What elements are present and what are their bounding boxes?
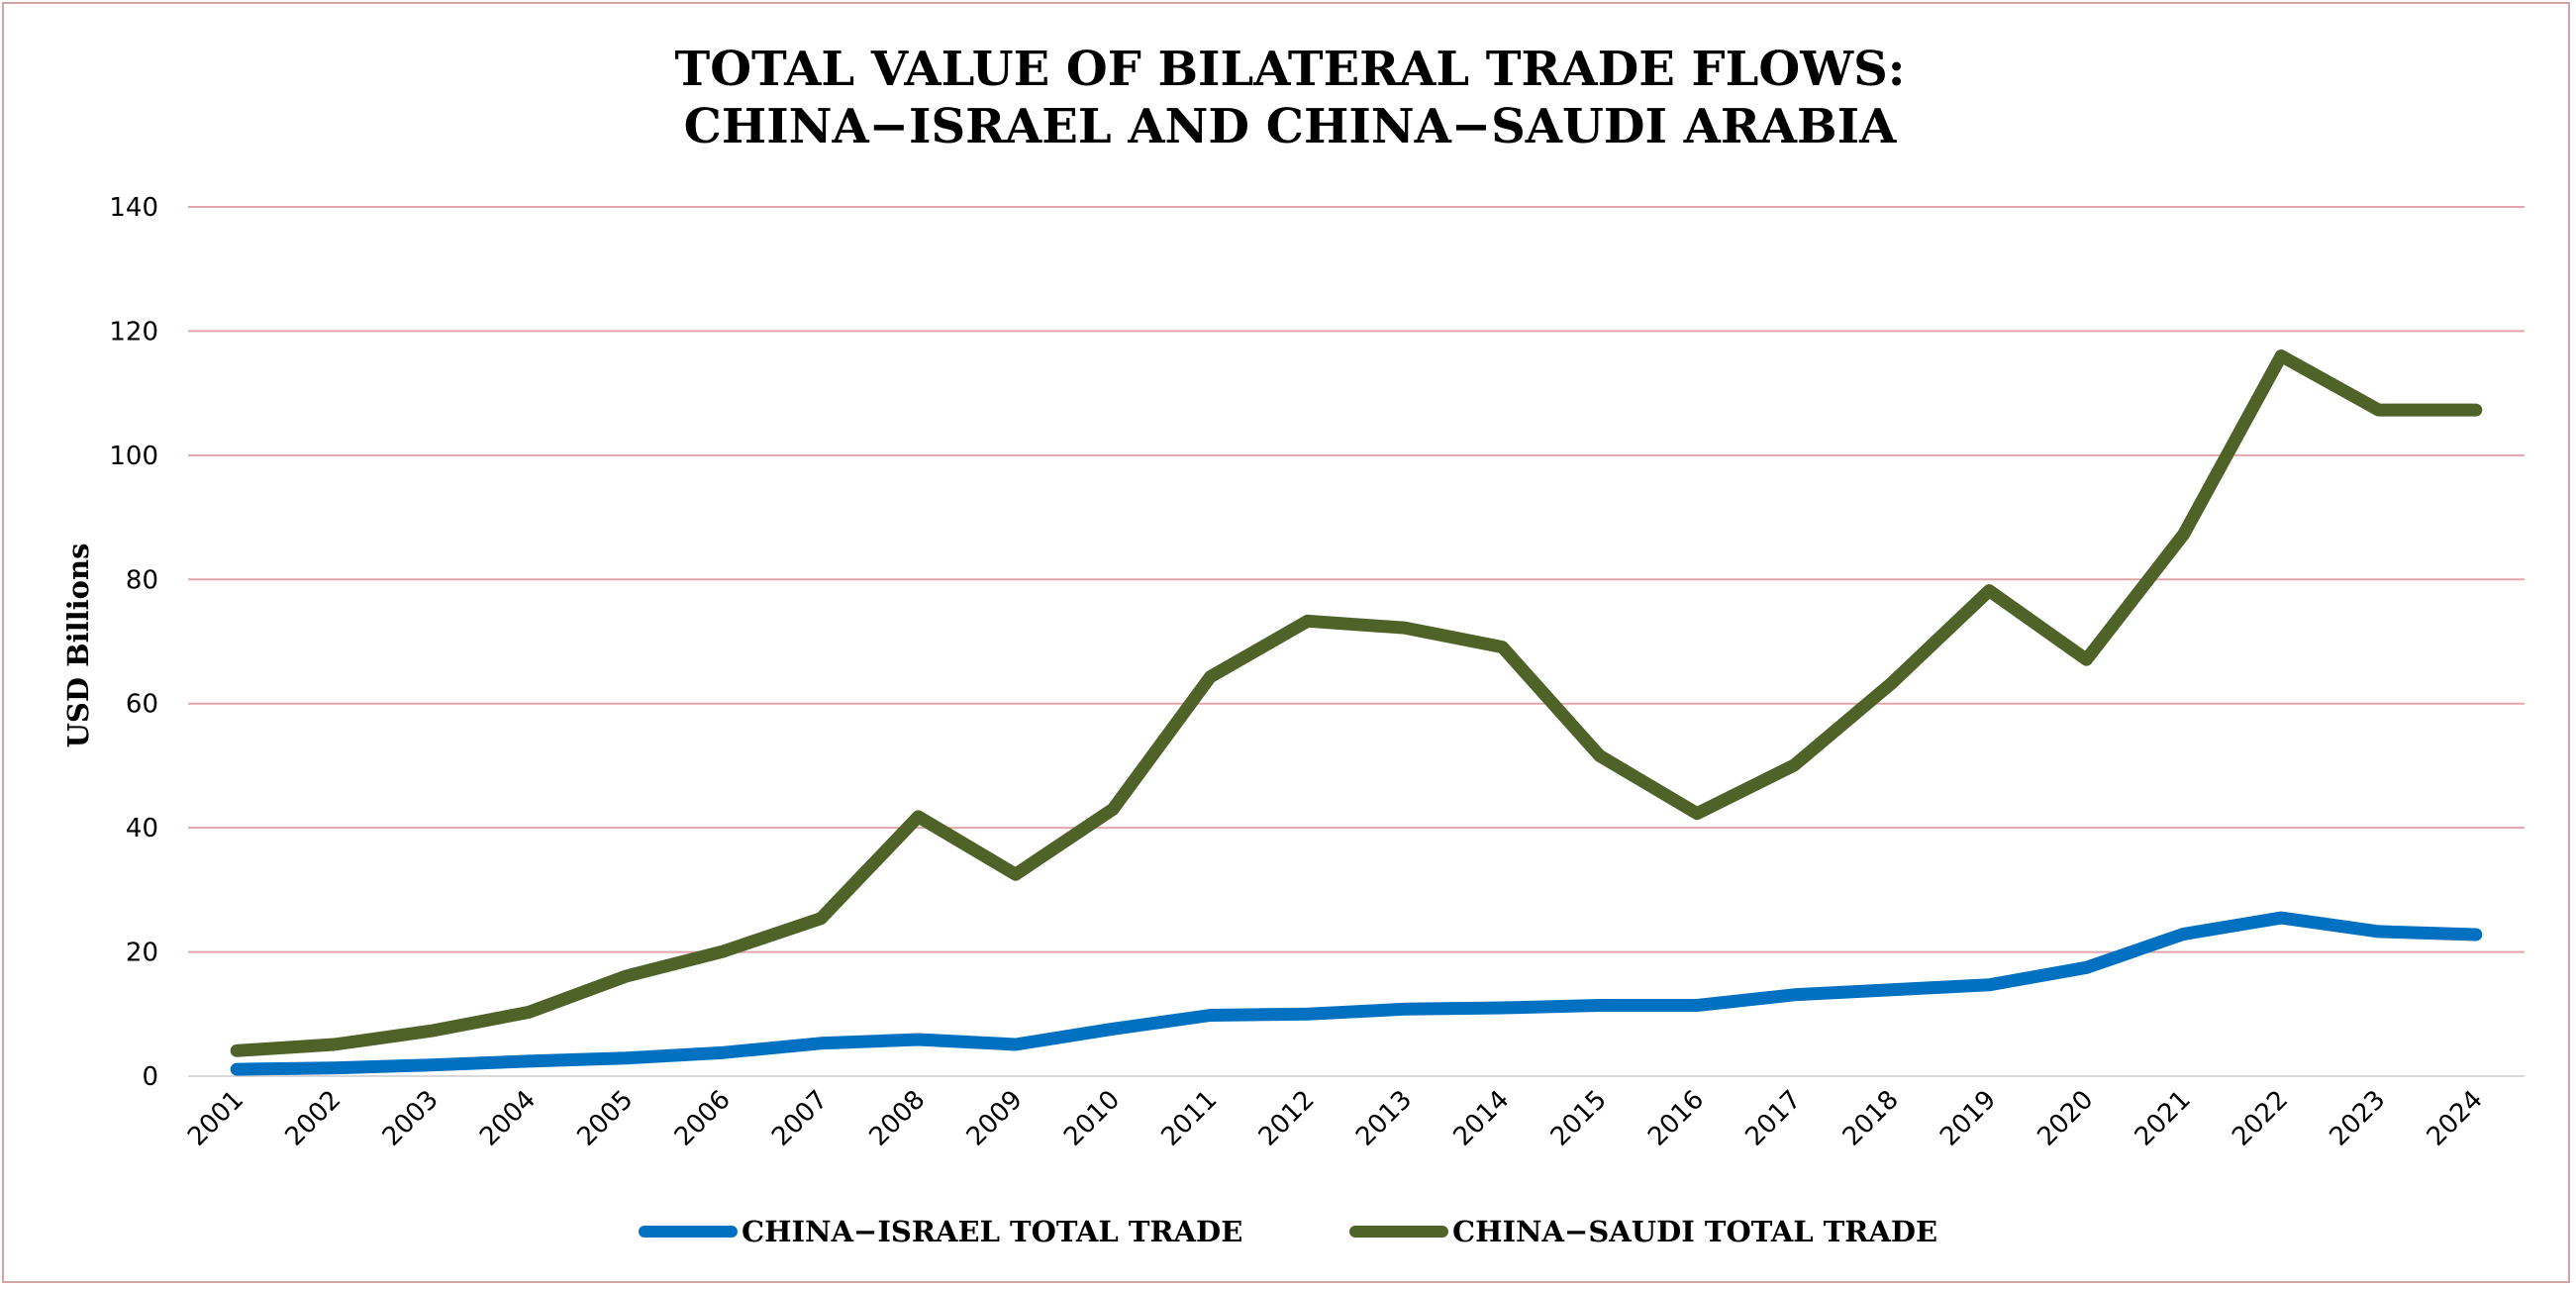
chart-title-line-1: TOTAL VALUE OF BILATERAL TRADE FLOWS: xyxy=(675,42,1906,97)
y-axis-ticks: 0 20 40 60 80 100 120 140 xyxy=(109,193,158,1092)
legend-label-china-israel: CHINA−ISRAEL TOTAL TRADE xyxy=(742,1215,1242,1248)
series-line-china-saudi xyxy=(230,349,2483,1057)
x-tick-label: 2015 xyxy=(1545,1085,1613,1152)
chart-title-line-2: CHINA−ISRAEL AND CHINA−SAUDI ARABIA xyxy=(684,99,1897,154)
x-tick-label: 2019 xyxy=(1934,1085,2002,1152)
y-tick-label: 60 xyxy=(126,690,158,720)
y-tick-label: 40 xyxy=(126,814,158,843)
x-axis-ticks: 2001 2002 2003 2004 2005 2006 2007 2008 2009 2010… xyxy=(182,1085,2489,1152)
chart-svg: TOTAL VALUE OF BILATERAL TRADE FLOWS: CH… xyxy=(61,42,2525,1248)
x-tick-label: 2013 xyxy=(1350,1085,1418,1152)
x-tick-label: 2018 xyxy=(1837,1085,1905,1152)
gridlines xyxy=(188,206,2525,1077)
x-tick-label: 2007 xyxy=(766,1085,834,1152)
x-tick-label: 2010 xyxy=(1058,1085,1126,1152)
x-tick-label: 2024 xyxy=(2422,1085,2489,1152)
y-tick-label: 120 xyxy=(109,317,158,347)
series-lines xyxy=(230,349,2483,1076)
x-tick-label: 2011 xyxy=(1155,1085,1223,1152)
y-tick-label: 0 xyxy=(142,1062,158,1092)
y-tick-label: 20 xyxy=(126,939,158,968)
x-tick-label: 2005 xyxy=(571,1085,639,1152)
y-tick-label: 100 xyxy=(109,442,158,471)
legend-label-china-saudi: CHINA−SAUDI TOTAL TRADE xyxy=(1452,1215,1937,1248)
legend: CHINA−ISRAEL TOTAL TRADE CHINA−SAUDI TOT… xyxy=(639,1215,1937,1248)
x-tick-label: 2014 xyxy=(1447,1085,1515,1152)
x-tick-label: 2021 xyxy=(2130,1085,2197,1152)
x-tick-label: 2016 xyxy=(1642,1085,1710,1152)
x-tick-label: 2017 xyxy=(1739,1085,1807,1152)
chart-title: TOTAL VALUE OF BILATERAL TRADE FLOWS: CH… xyxy=(675,42,1906,154)
x-tick-label: 2022 xyxy=(2227,1085,2294,1152)
x-tick-label: 2001 xyxy=(182,1085,249,1152)
x-tick-label: 2012 xyxy=(1253,1085,1321,1152)
y-tick-label: 140 xyxy=(109,193,158,223)
series-line-china-israel xyxy=(230,911,2483,1076)
x-tick-label: 2023 xyxy=(2324,1085,2391,1152)
y-axis-title: USD Billions xyxy=(61,544,95,748)
x-tick-label: 2008 xyxy=(863,1085,931,1152)
x-tick-label: 2009 xyxy=(961,1085,1029,1152)
x-tick-label: 2004 xyxy=(474,1085,542,1152)
x-tick-label: 2003 xyxy=(377,1085,445,1152)
y-tick-label: 80 xyxy=(126,565,158,595)
x-tick-label: 2020 xyxy=(2031,1085,2099,1152)
x-tick-label: 2006 xyxy=(669,1085,737,1152)
x-tick-label: 2002 xyxy=(279,1085,347,1152)
